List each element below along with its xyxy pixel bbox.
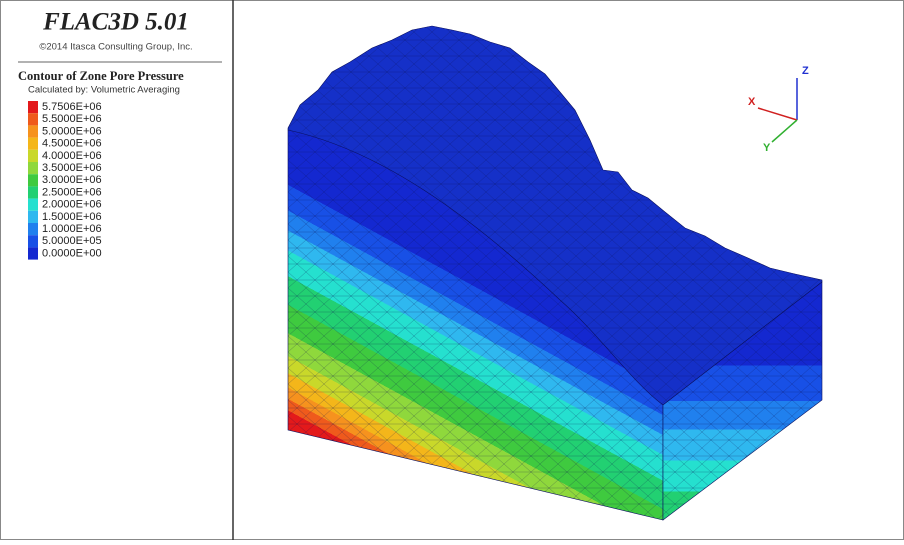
legend-title: Contour of Zone Pore Pressure xyxy=(18,69,184,83)
legend-swatch xyxy=(28,199,38,211)
legend-swatch xyxy=(28,162,38,174)
legend-swatch xyxy=(28,113,38,125)
screenshot: FLAC3D 5.01 ©2014 Itasca Consulting Grou… xyxy=(0,0,904,540)
legend-label: 1.5000E+06 xyxy=(42,211,102,223)
legend-swatch xyxy=(28,223,38,235)
legend-label: 2.5000E+06 xyxy=(42,186,102,198)
legend-swatch xyxy=(28,174,38,186)
legend-subtitle: Calculated by: Volumetric Averaging xyxy=(28,85,180,96)
legend-label: 3.0000E+06 xyxy=(42,174,102,186)
legend-label: 0.0000E+00 xyxy=(42,247,102,259)
legend-label: 3.5000E+06 xyxy=(42,162,102,174)
copyright: ©2014 Itasca Consulting Group, Inc. xyxy=(39,42,192,53)
legend-swatch xyxy=(28,186,38,198)
legend-label: 1.0000E+06 xyxy=(42,223,102,235)
legend-label: 5.0000E+05 xyxy=(42,235,102,247)
legend-label: 4.5000E+06 xyxy=(42,138,102,150)
legend-swatch xyxy=(28,138,38,150)
z-label: Z xyxy=(802,65,809,77)
legend-label: 4.0000E+06 xyxy=(42,150,102,162)
y-label: Y xyxy=(763,142,771,154)
legend-swatch xyxy=(28,211,38,223)
legend-label: 5.5000E+06 xyxy=(42,113,102,125)
legend-swatch xyxy=(28,101,38,113)
legend-swatch xyxy=(28,235,38,247)
legend-label: 5.0000E+06 xyxy=(42,125,102,137)
legend-label: 2.0000E+06 xyxy=(42,199,102,211)
app-title: FLAC3D 5.01 xyxy=(42,9,189,36)
x-label: X xyxy=(748,96,756,108)
legend-swatch xyxy=(28,150,38,162)
legend-swatch xyxy=(28,247,38,259)
legend-swatch xyxy=(28,125,38,137)
legend-label: 5.7506E+06 xyxy=(42,101,102,113)
